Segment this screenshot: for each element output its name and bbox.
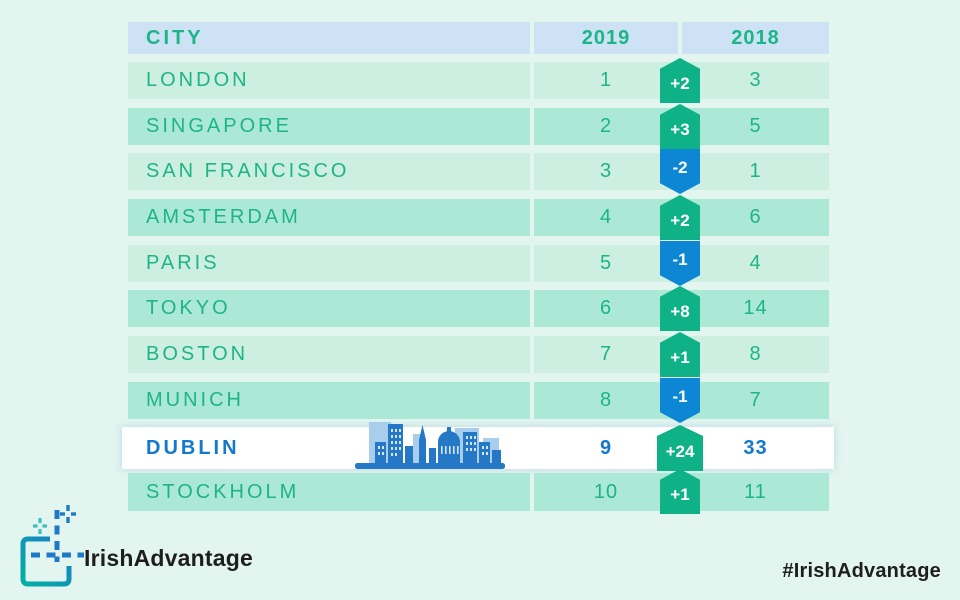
rank-2018-cell: 3 <box>682 62 829 99</box>
city-name: STOCKHOLM <box>146 480 300 503</box>
rank-change-badge: +1 <box>660 469 700 514</box>
city-cell: STOCKHOLM <box>128 473 530 511</box>
rank-2019-value: 4 <box>599 206 613 228</box>
rank-2018-cell: 1 <box>682 153 829 190</box>
rank-2019-value: 2 <box>599 115 613 137</box>
rank-change-badge: +2 <box>660 195 700 240</box>
city-name: BOSTON <box>146 343 249 365</box>
rank-2019-value: 8 <box>599 389 613 411</box>
rank-2018-cell: 4 <box>682 245 829 282</box>
ranking-table: CITY 2019 2018 LONDON 1 3 +2 SINGAPORE 2… <box>122 0 834 600</box>
rank-change-badge: +1 <box>660 332 700 377</box>
rank-2018-cell: 11 <box>682 473 829 511</box>
table-header-row: CITY 2019 2018 <box>128 22 829 54</box>
rank-2019-cell: 8 <box>534 382 678 419</box>
city-name: PARIS <box>146 252 220 274</box>
table-row-amsterdam: AMSTERDAM 4 6 +2 <box>128 195 829 240</box>
hashtag-label: #IrishAdvantage <box>782 560 941 582</box>
rank-2019-value: 6 <box>599 297 613 319</box>
rank-2019-cell: 3 <box>534 153 678 190</box>
header-2018-cell: 2018 <box>682 22 829 54</box>
city-name: AMSTERDAM <box>146 206 301 228</box>
header-2019-label: 2019 <box>581 26 631 49</box>
rank-2018-value: 8 <box>749 343 762 365</box>
table-row-dublin-highlighted: DUBLIN <box>122 422 834 471</box>
city-cell: TOKYO <box>128 290 530 327</box>
rank-2018-value: 14 <box>743 297 768 319</box>
rank-2018-value: 4 <box>749 252 762 274</box>
city-cell: SAN FRANCISCO <box>128 153 530 190</box>
table-row-singapore: SINGAPORE 2 5 +3 <box>128 104 829 149</box>
city-name: DUBLIN <box>146 436 240 459</box>
city-cell: BOSTON <box>128 336 530 373</box>
table-row-paris: PARIS 5 4 -1 <box>128 241 829 286</box>
rank-change-badge: -1 <box>660 241 700 286</box>
rank-change-badge: +2 <box>660 58 700 103</box>
city-name: SAN FRANCISCO <box>146 160 350 182</box>
rank-2018-value: 3 <box>749 69 762 91</box>
rank-2018-cell: 33 <box>682 427 829 469</box>
rank-2019-cell: 7 <box>534 336 678 373</box>
rank-change-badge: -2 <box>660 149 700 194</box>
rank-2018-value: 5 <box>749 115 762 137</box>
rank-2018-cell: 14 <box>682 290 829 327</box>
table-row-boston: BOSTON 7 8 +1 <box>128 332 829 377</box>
table-row-tokyo: TOKYO 6 14 +8 <box>128 286 829 331</box>
rank-change-badge: +24 <box>657 425 703 471</box>
header-city-cell: CITY <box>128 22 530 54</box>
header-city-label: CITY <box>146 26 204 49</box>
rank-2018-value: 1 <box>749 160 762 182</box>
rank-2019-value: 7 <box>599 343 613 365</box>
city-cell: MUNICH <box>128 382 530 419</box>
header-2019-cell: 2019 <box>534 22 678 54</box>
rank-2019-cell: 4 <box>534 199 678 236</box>
city-name: TOKYO <box>146 297 231 319</box>
city-cell: LONDON <box>128 62 530 99</box>
dublin-skyline-illustration <box>355 418 505 470</box>
city-name: LONDON <box>146 69 250 91</box>
rank-2019-value: 5 <box>599 252 613 274</box>
rank-2019-cell: 6 <box>534 290 678 327</box>
rank-2019-value: 1 <box>599 69 613 91</box>
rank-2019-cell: 2 <box>534 108 678 145</box>
rank-2019-value: 9 <box>599 436 613 459</box>
table-row-stockholm: STOCKHOLM 10 11 +1 <box>128 469 829 514</box>
table-row-munich: MUNICH 8 7 -1 <box>128 378 829 423</box>
rank-2019-cell: 10 <box>534 473 678 511</box>
irish-advantage-logo-icon <box>20 502 90 590</box>
rank-2019-cell: 9 <box>534 427 678 469</box>
rank-change-badge: +3 <box>660 104 700 149</box>
rank-2019-value: 3 <box>599 160 613 182</box>
rank-2018-value: 7 <box>749 389 762 411</box>
city-cell: AMSTERDAM <box>128 199 530 236</box>
rank-2018-cell: 5 <box>682 108 829 145</box>
city-name: MUNICH <box>146 389 244 411</box>
table-row-san-francisco: SAN FRANCISCO 3 1 -2 <box>128 149 829 194</box>
rank-2018-value: 33 <box>743 436 768 459</box>
table-row-london: LONDON 1 3 +2 <box>128 58 829 103</box>
rank-2019-cell: 5 <box>534 245 678 282</box>
rank-2018-value: 6 <box>749 206 762 228</box>
city-cell: PARIS <box>128 245 530 282</box>
rank-2018-cell: 6 <box>682 199 829 236</box>
rank-change-badge: -1 <box>660 378 700 423</box>
irish-advantage-wordmark: IrishAdvantage <box>84 545 253 571</box>
header-2018-label: 2018 <box>731 26 780 49</box>
rank-2019-value: 10 <box>593 480 619 503</box>
city-cell: DUBLIN <box>128 427 530 469</box>
rank-change-badge: +8 <box>660 286 700 331</box>
rank-2019-cell: 1 <box>534 62 678 99</box>
city-name: SINGAPORE <box>146 115 292 137</box>
rank-2018-cell: 8 <box>682 336 829 373</box>
rank-2018-value: 11 <box>744 480 767 503</box>
city-cell: SINGAPORE <box>128 108 530 145</box>
rank-2018-cell: 7 <box>682 382 829 419</box>
